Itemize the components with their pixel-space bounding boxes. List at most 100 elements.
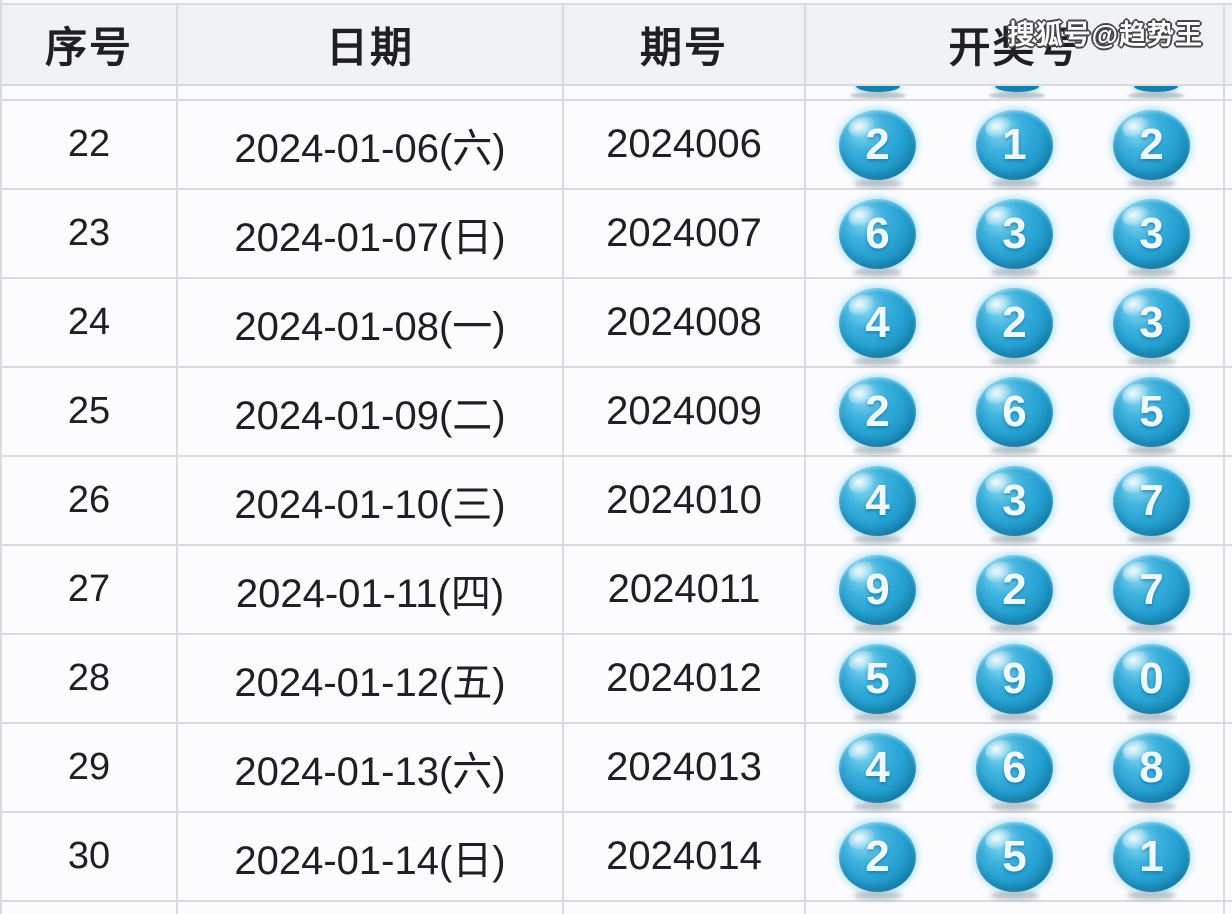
row-date: 2024-01-12(五) [178,635,564,722]
row-index: 28 [2,635,178,722]
table-row: 22 2024-01-06(六) 2024006 2 1 2 [2,101,1232,190]
lottery-ball-icon: 2 [839,821,916,892]
table-row: 29 2024-01-13(六) 2024013 4 6 8 [2,724,1232,813]
row-period: 2024012 [564,635,806,722]
lottery-ball-icon: 4 [839,287,916,358]
partial-filler [1225,86,1232,99]
ball-number: 4 [865,475,890,525]
table-header-row: 序号 日期 期号 开奖号 [2,5,1232,86]
partial-index-cell [2,86,178,99]
ball-number: 7 [1139,475,1164,525]
row-balls: 2 6 5 [806,368,1225,455]
table-top-border [2,0,1232,5]
lottery-ball-icon: 5 [1113,376,1190,447]
lottery-ball-icon: 5 [839,643,916,714]
header-period: 期号 [564,5,806,84]
lottery-ball-icon: 3 [1113,198,1190,269]
row-balls: 4 3 7 [806,457,1225,544]
row-period: 2024013 [564,724,806,811]
lottery-ball-icon: 9 [976,643,1053,714]
lottery-ball-icon: 4 [839,465,916,536]
lottery-ball-icon: 5 [976,821,1053,892]
row-date: 2024-01-07(日) [178,190,564,277]
lottery-ball-icon: 3 [976,465,1053,536]
lottery-ball-icon: 6 [976,732,1053,803]
lottery-ball-icon: 3 [1113,287,1190,358]
ball-number: 9 [1002,653,1027,703]
ball-number: 5 [865,653,890,703]
ball-number: 0 [1139,653,1164,703]
watermark: 搜狐号@趋势王 [1007,20,1203,50]
table-row: 30 2024-01-14(日) 2024014 2 5 1 [2,813,1232,902]
row-date: 2024-01-10(三) [178,457,564,544]
lottery-ball-icon: 8 [1113,732,1190,803]
row-index: 23 [2,190,178,277]
header-date: 日期 [178,5,564,84]
table-row: 26 2024-01-10(三) 2024010 4 3 7 [2,457,1232,546]
ball-number: 2 [1139,119,1164,169]
partial-ball-icon [850,86,906,99]
row-date: 2024-01-13(六) [178,724,564,811]
row-period: 2024014 [564,813,806,900]
row-index: 24 [2,279,178,366]
row-index: 25 [2,368,178,455]
row-period: 2024010 [564,457,806,544]
row-balls: 4 6 8 [806,724,1225,811]
ball-number: 1 [1002,119,1027,169]
ball-number: 4 [865,742,890,792]
table-row: 25 2024-01-09(二) 2024009 2 6 5 [2,368,1232,457]
table-row: 24 2024-01-08(一) 2024008 4 2 3 [2,279,1232,368]
ball-number: 9 [865,564,890,614]
ball-number: 2 [1002,297,1027,347]
lottery-ball-icon: 7 [1113,465,1190,536]
row-date: 2024-01-08(一) [178,279,564,366]
header-numbers: 开奖号 [806,5,1225,84]
partial-balls-cell [806,86,1225,99]
ball-number: 8 [1139,742,1164,792]
ball-number: 1 [1139,831,1164,881]
partial-row-below [2,902,1232,914]
row-index: 22 [2,101,178,188]
header-index: 序号 [2,5,178,84]
ball-number: 6 [865,208,890,258]
row-balls: 9 2 7 [806,546,1225,633]
row-period: 2024007 [564,190,806,277]
table-row: 28 2024-01-12(五) 2024012 5 9 0 [2,635,1232,724]
row-date: 2024-01-09(二) [178,368,564,455]
ball-number: 3 [1002,208,1027,258]
ball-number: 4 [865,297,890,347]
row-index: 29 [2,724,178,811]
row-period: 2024008 [564,279,806,366]
lottery-ball-icon: 7 [1113,554,1190,625]
lottery-ball-icon: 3 [976,198,1053,269]
row-index: 27 [2,546,178,633]
lottery-ball-icon: 2 [976,287,1053,358]
lottery-ball-icon: 9 [839,554,916,625]
row-period: 2024011 [564,546,806,633]
lottery-ball-icon: 1 [976,109,1053,180]
ball-number: 5 [1002,831,1027,881]
ball-number: 3 [1139,208,1164,258]
ball-number: 7 [1139,564,1164,614]
lottery-ball-icon: 6 [839,198,916,269]
lottery-ball-icon: 2 [976,554,1053,625]
lottery-ball-icon: 2 [839,376,916,447]
row-date: 2024-01-06(六) [178,101,564,188]
ball-number: 2 [865,831,890,881]
partial-period-cell [564,86,806,99]
ball-number: 6 [1002,386,1027,436]
lottery-ball-icon: 2 [1113,109,1190,180]
row-date: 2024-01-11(四) [178,546,564,633]
lottery-ball-icon: 0 [1113,643,1190,714]
lottery-ball-icon: 4 [839,732,916,803]
lottery-ball-icon: 6 [976,376,1053,447]
row-balls: 6 3 3 [806,190,1225,277]
partial-row-above [2,86,1232,101]
ball-number: 3 [1139,297,1164,347]
lottery-ball-icon: 1 [1113,821,1190,892]
lottery-ball-icon: 2 [839,109,916,180]
row-balls: 2 5 1 [806,813,1225,900]
